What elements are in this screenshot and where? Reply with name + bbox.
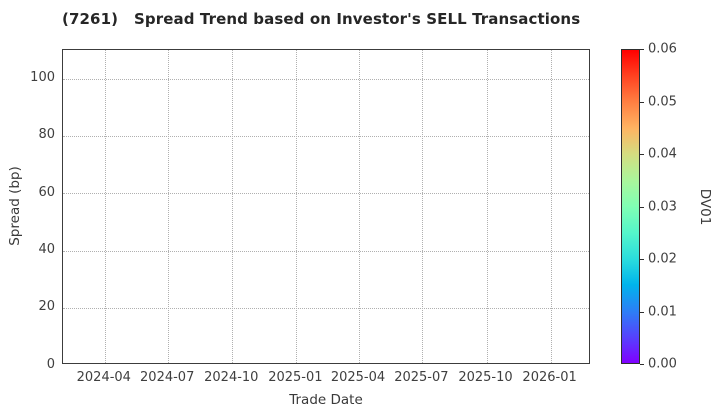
x-tick-label: 2026-01 — [522, 370, 577, 385]
plot-area — [62, 49, 590, 364]
colorbar-gradient — [621, 49, 640, 364]
colorbar-tick-label: 0.01 — [648, 304, 677, 319]
colorbar-tick-mark — [640, 311, 644, 313]
y-gridline — [63, 193, 589, 195]
colorbar-tick-label: 0.00 — [648, 356, 677, 372]
x-gridline — [359, 50, 360, 363]
colorbar-tick-label: 0.02 — [648, 251, 677, 267]
y-tick-label: 20 — [38, 299, 55, 315]
colorbar-tick-mark — [640, 101, 644, 103]
y-tick-label: 80 — [38, 127, 55, 143]
colorbar-tick-mark — [640, 364, 644, 365]
x-tick-label: 2025-04 — [330, 370, 386, 385]
x-gridline — [232, 50, 234, 363]
y-gridline — [63, 307, 589, 309]
y-gridline — [63, 135, 589, 137]
x-axis-label: Trade Date — [289, 392, 363, 408]
y-tick-label: 0 — [46, 356, 55, 372]
y-tick-label: 60 — [38, 184, 55, 200]
x-tick-label: 2025-10 — [458, 370, 513, 385]
x-tick-label: 2024-07 — [140, 370, 195, 385]
x-gridline — [550, 50, 552, 363]
colorbar-tick-label: 0.03 — [648, 199, 677, 214]
y-axis-label: Spread (bp) — [7, 166, 23, 246]
colorbar-tick-label: 0.04 — [648, 146, 677, 162]
colorbar-label: DV01 — [697, 188, 713, 226]
colorbar-tick-mark — [640, 259, 644, 260]
x-tick-label: 2025-01 — [268, 370, 323, 385]
y-tick-label: 40 — [38, 242, 55, 257]
chart-title: (7261) Spread Trend based on Investor's … — [62, 10, 581, 28]
colorbar-tick-mark — [640, 206, 644, 208]
colorbar-tick-label: 0.05 — [648, 94, 677, 109]
x-gridline — [168, 50, 170, 363]
x-tick-label: 2025-07 — [394, 370, 449, 385]
colorbar-tick-mark — [640, 49, 644, 50]
x-tick-label: 2024-10 — [204, 370, 259, 385]
y-gridline — [63, 78, 589, 80]
x-gridline — [296, 50, 298, 363]
x-tick-label: 2024-04 — [76, 370, 131, 385]
x-gridline — [104, 50, 106, 363]
y-tick-label: 100 — [30, 70, 55, 86]
x-gridline — [486, 50, 488, 363]
colorbar-tick-label: 0.06 — [648, 41, 677, 57]
y-gridline — [63, 250, 589, 252]
colorbar-tick-mark — [640, 154, 644, 155]
x-gridline — [422, 50, 424, 363]
